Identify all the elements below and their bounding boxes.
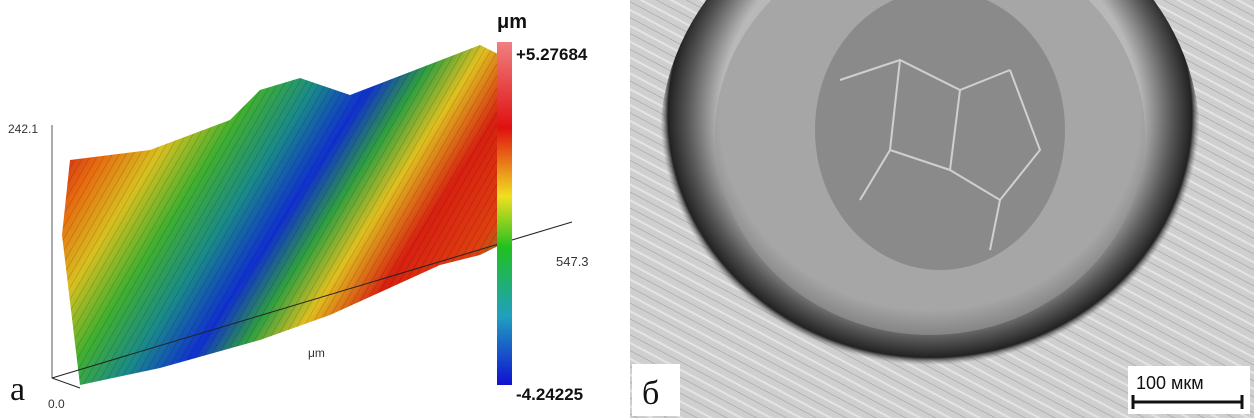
y-axis: [52, 378, 80, 388]
x-axis-max: 547.3: [556, 254, 589, 269]
crater-core: [815, 0, 1065, 270]
panel-label: а: [10, 371, 25, 408]
panel-b: б 100 мкм: [630, 0, 1254, 418]
origin-label: 0.0: [48, 397, 65, 411]
scale-bar-label: 100 мкм: [1136, 373, 1204, 393]
axis-unit: μm: [308, 346, 325, 360]
colorbar-min: -4.24225: [516, 385, 583, 404]
panel-label: б: [642, 375, 659, 412]
colorbar: [497, 42, 512, 385]
surface-texture: [62, 45, 510, 385]
colorbar-max: +5.27684: [516, 45, 588, 64]
colorbar-unit: μm: [497, 11, 527, 33]
figure: 242.1 0.0 547.3 μm μm +5.27684 -4.24225 …: [0, 0, 1254, 418]
z-axis-max: 242.1: [8, 122, 38, 136]
panel-a: 242.1 0.0 547.3 μm μm +5.27684 -4.24225 …: [8, 11, 589, 411]
